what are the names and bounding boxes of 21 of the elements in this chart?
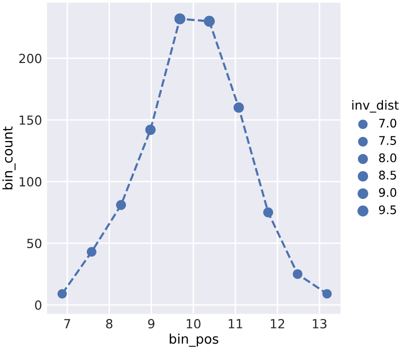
y-tick-label: 150 [20,115,42,125]
legend-label: 9.5 [379,205,396,214]
legend-title: inv_dist [352,100,399,113]
x-tick-label: 12 [270,318,284,328]
x-tick-label: 8 [106,318,112,328]
x-axis-title: bin_pos [170,334,218,347]
legend-label: 9.0 [379,188,396,197]
x-tick-label: 10 [186,318,200,328]
x-tick-label: 9 [148,318,154,328]
y-tick-label: 50 [27,238,42,248]
y-tick-label: 200 [19,54,42,64]
x-tick-label: 11 [228,319,242,328]
x-tick-label: 7 [64,319,70,328]
legend-label: 7.0 [379,118,396,128]
legend-label: 7.5 [379,136,396,145]
y-tick-label: 0 [35,300,42,310]
y-tick-label: 100 [20,177,42,187]
legend-label: 8.0 [379,153,396,162]
y-axis-title: bin_count [2,126,16,190]
legend-label: 8.5 [379,170,396,180]
x-tick-label: 13 [312,318,326,328]
